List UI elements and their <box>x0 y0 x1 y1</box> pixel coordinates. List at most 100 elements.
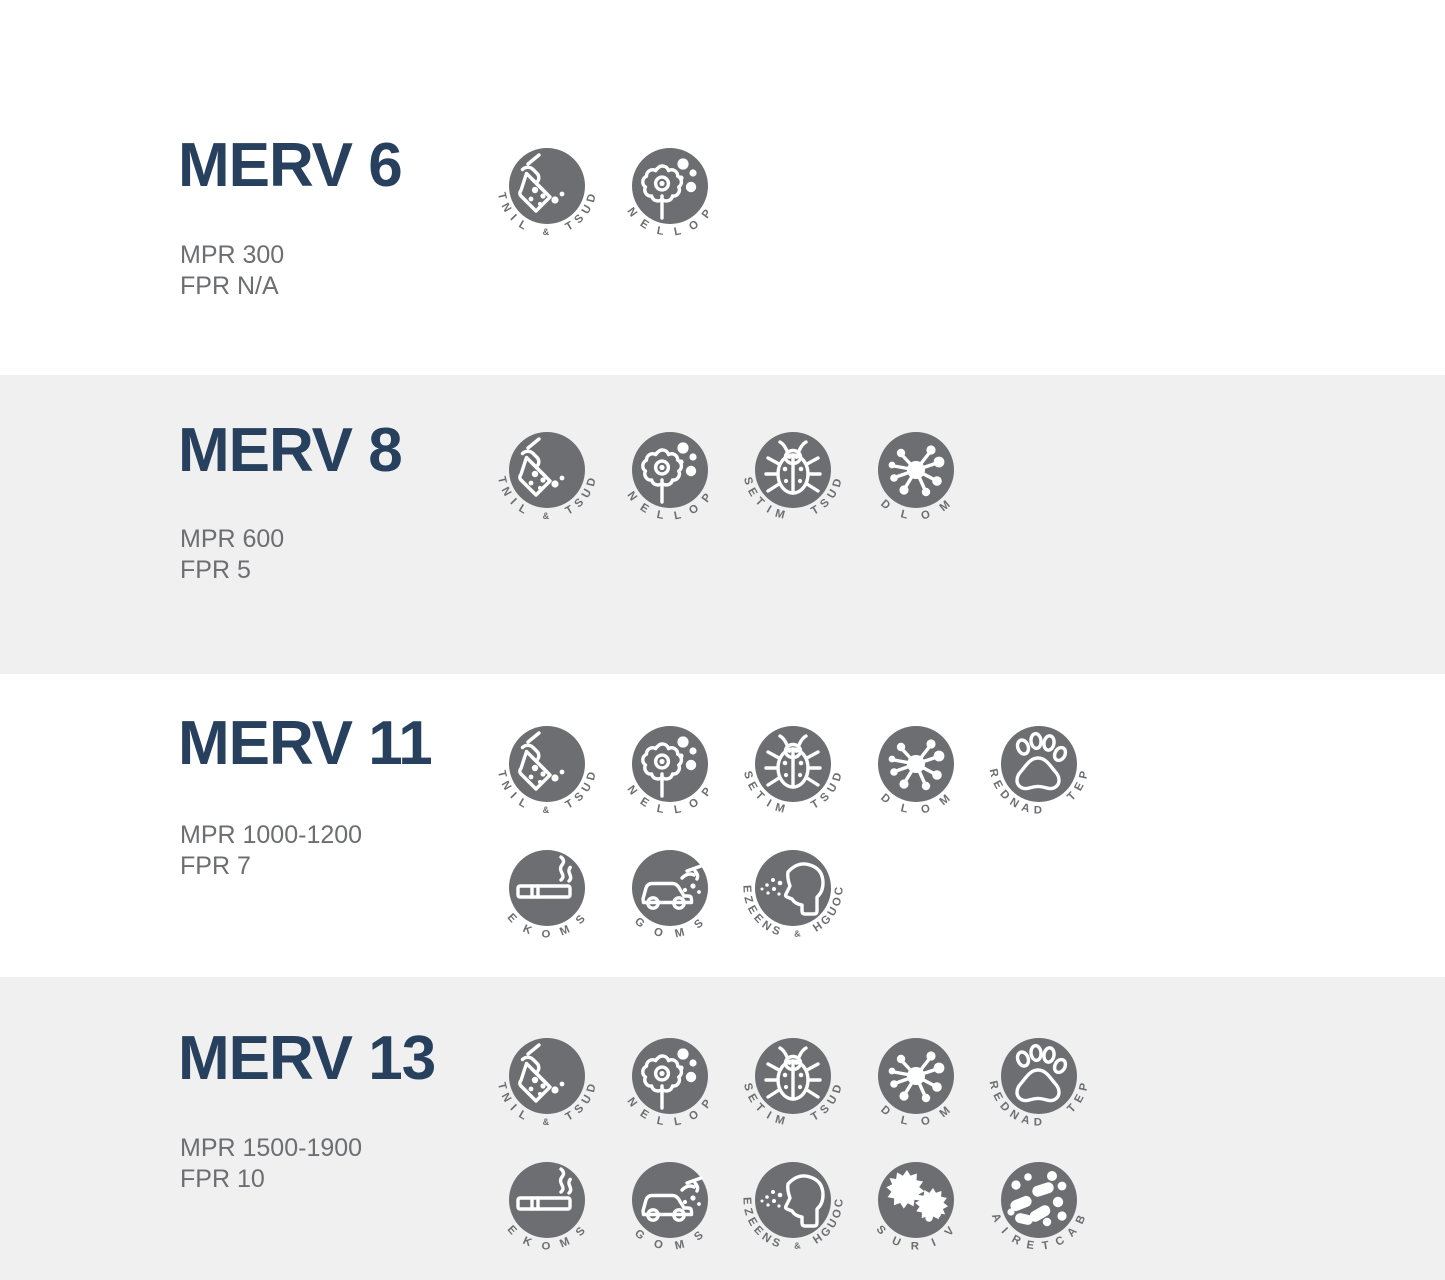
dust-and-lint-icon: D U S T & L I N T <box>495 1028 599 1140</box>
merv-title-merv-13: MERV 13 <box>178 1024 436 1093</box>
icon-disc <box>509 726 585 802</box>
svg-text:I: I <box>764 798 775 811</box>
svg-text:O: O <box>541 1241 552 1253</box>
svg-text:N: N <box>624 206 640 221</box>
icon-disc <box>509 148 585 224</box>
icon-disc <box>1001 1162 1077 1238</box>
svg-text:&: & <box>543 1117 552 1127</box>
svg-text:D: D <box>585 1081 599 1094</box>
icon-dust-and-lint[interactable]: D U S T & L I N T <box>495 138 621 262</box>
icon-disc <box>509 850 585 926</box>
icon-dust-and-lint[interactable]: D U S T & L I N T <box>495 716 621 840</box>
svg-text:L: L <box>673 803 684 817</box>
svg-text:D: D <box>585 475 599 488</box>
svg-text:S: S <box>770 924 783 939</box>
icon-cough-and-sneeze[interactable]: C O U G H & S N E E Z E <box>740 840 867 964</box>
svg-text:O: O <box>653 926 667 940</box>
icon-cough-and-sneeze[interactable]: C O U G H & S N E E Z E <box>740 1152 867 1276</box>
svg-text:U: U <box>825 1092 841 1107</box>
svg-text:M: M <box>558 923 574 939</box>
svg-text:S: S <box>741 476 755 489</box>
svg-text:L: L <box>899 508 911 522</box>
svg-text:A: A <box>1020 1114 1033 1128</box>
svg-text:I: I <box>999 1226 1011 1238</box>
svg-text:C: C <box>833 885 845 896</box>
svg-text:O: O <box>920 1114 934 1128</box>
svg-text:T: T <box>1041 1239 1052 1252</box>
svg-text:S: S <box>692 916 707 931</box>
svg-text:I: I <box>508 496 520 508</box>
svg-text:M: M <box>674 926 688 940</box>
svg-text:N: N <box>624 784 640 799</box>
svg-text:O: O <box>687 217 703 233</box>
svg-text:R: R <box>911 1241 921 1253</box>
svg-text:L: L <box>656 803 667 817</box>
svg-text:L: L <box>516 503 530 518</box>
svg-text:L: L <box>899 1114 911 1128</box>
svg-text:U: U <box>580 1091 596 1106</box>
svg-text:L: L <box>516 1109 530 1124</box>
icon-disc <box>632 432 708 508</box>
svg-text:C: C <box>833 1197 845 1208</box>
svg-text:P: P <box>700 490 715 505</box>
svg-text:T: T <box>495 191 509 203</box>
svg-text:E: E <box>638 1108 653 1123</box>
svg-text:L: L <box>516 219 530 234</box>
svg-text:E: E <box>505 911 520 926</box>
svg-text:I: I <box>508 1102 520 1114</box>
svg-text:I: I <box>930 1236 940 1249</box>
svg-text:B: B <box>1074 1212 1089 1226</box>
svg-text:U: U <box>825 780 841 795</box>
svg-text:C: C <box>1054 1233 1069 1249</box>
merv-fpr-merv-11: FPR 7 <box>180 852 251 880</box>
dust-and-lint-icon: D U S T & L I N T <box>495 716 599 828</box>
svg-text:I: I <box>508 212 520 224</box>
svg-text:S: S <box>692 1228 707 1243</box>
svg-text:S: S <box>741 770 755 783</box>
svg-text:O: O <box>920 802 934 816</box>
svg-text:L: L <box>673 1115 684 1129</box>
merv-fpr-merv-6: FPR N/A <box>180 272 279 300</box>
icon-dust-and-lint[interactable]: D U S T & L I N T <box>495 1028 621 1152</box>
svg-text:M: M <box>938 791 955 808</box>
merv-mpr-merv-13: MPR 1500-1900 <box>180 1134 363 1162</box>
svg-text:G: G <box>632 1227 648 1243</box>
svg-text:G: G <box>632 915 648 931</box>
dust-and-lint-icon: D U S T & L I N T <box>495 138 599 250</box>
svg-text:U: U <box>890 1235 904 1250</box>
svg-text:U: U <box>580 485 596 500</box>
icon-dust-and-lint[interactable]: D U S T & L I N T <box>495 422 621 546</box>
icon-disc <box>632 1038 708 1114</box>
svg-text:S: S <box>574 911 589 926</box>
svg-text:&: & <box>793 1240 803 1251</box>
